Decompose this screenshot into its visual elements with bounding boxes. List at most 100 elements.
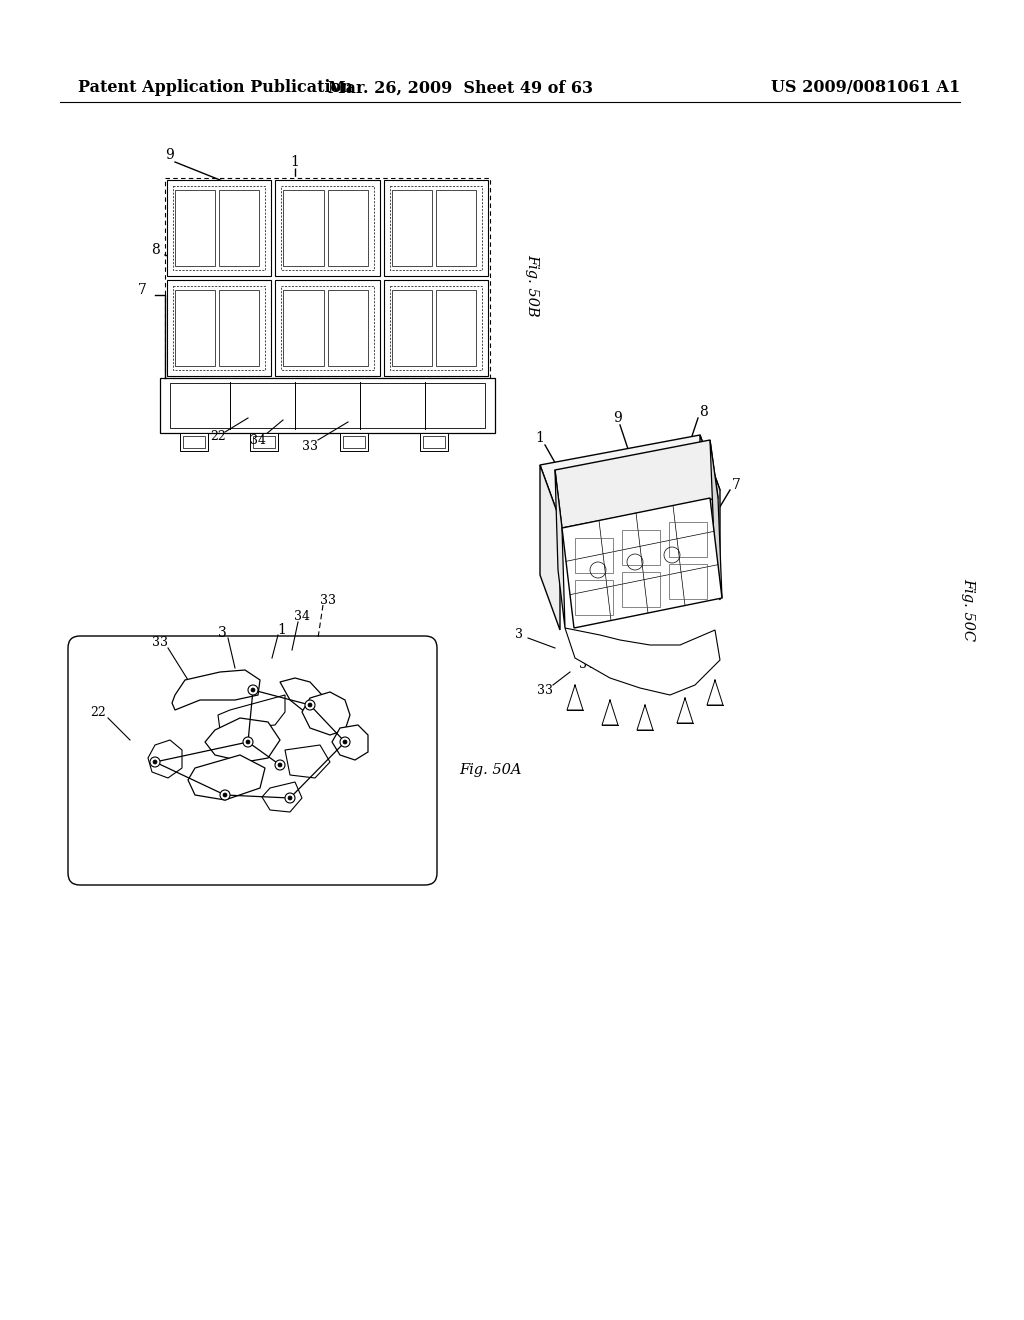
Bar [384, 280, 488, 376]
Text: 7: 7 [731, 478, 740, 492]
Bar [173, 286, 265, 370]
Text: 22: 22 [690, 572, 706, 585]
Circle shape [153, 760, 157, 764]
Text: 1: 1 [278, 623, 287, 638]
Bar [175, 190, 215, 267]
Bar [622, 531, 660, 565]
FancyBboxPatch shape [68, 636, 437, 884]
Text: 1: 1 [536, 432, 545, 445]
Text: 7: 7 [137, 282, 146, 297]
Text: Fig. 50B: Fig. 50B [525, 253, 539, 317]
Polygon shape [262, 781, 302, 812]
Circle shape [251, 688, 255, 692]
Polygon shape [285, 744, 330, 777]
Bar [328, 290, 368, 366]
Bar [284, 190, 324, 267]
Circle shape [150, 756, 160, 767]
Bar [183, 436, 205, 447]
Bar [165, 178, 490, 378]
Text: 33: 33 [319, 594, 336, 606]
Circle shape [285, 793, 295, 803]
Polygon shape [280, 678, 325, 718]
Circle shape [223, 793, 227, 797]
Bar [160, 378, 495, 433]
Bar [180, 433, 208, 451]
Polygon shape [540, 436, 720, 520]
Bar [436, 190, 476, 267]
Polygon shape [710, 440, 722, 598]
Bar [253, 436, 275, 447]
Text: 9: 9 [166, 148, 174, 162]
Text: 22: 22 [90, 705, 105, 718]
Bar [170, 383, 485, 428]
Bar [622, 572, 660, 607]
Bar [669, 521, 707, 557]
Bar [575, 579, 613, 615]
Bar [219, 290, 259, 366]
Polygon shape [540, 465, 560, 630]
Bar [175, 290, 215, 366]
Text: 34: 34 [294, 610, 310, 623]
Bar [275, 180, 380, 276]
Bar [436, 290, 476, 366]
Bar [173, 186, 265, 271]
Bar [423, 436, 445, 447]
Circle shape [340, 737, 350, 747]
Text: 33: 33 [152, 636, 168, 649]
Bar [282, 186, 374, 271]
Polygon shape [565, 628, 720, 696]
Text: Mar. 26, 2009  Sheet 49 of 63: Mar. 26, 2009 Sheet 49 of 63 [328, 79, 593, 96]
Bar [420, 433, 449, 451]
Bar [275, 280, 380, 376]
Text: Patent Application Publication: Patent Application Publication [78, 79, 352, 96]
Bar [219, 190, 259, 267]
Text: 8: 8 [698, 405, 708, 418]
Text: 22: 22 [210, 430, 226, 444]
Text: 34: 34 [579, 659, 595, 672]
Text: 1: 1 [291, 154, 299, 169]
Text: 3: 3 [218, 626, 226, 640]
Bar [391, 290, 432, 366]
Polygon shape [218, 696, 285, 730]
Circle shape [308, 704, 312, 708]
Bar [669, 564, 707, 599]
Circle shape [246, 741, 250, 744]
Bar [384, 180, 488, 276]
Text: 34: 34 [250, 433, 266, 446]
Text: 8: 8 [151, 243, 160, 257]
Circle shape [288, 796, 292, 800]
Polygon shape [205, 718, 280, 762]
Bar [575, 539, 613, 573]
Polygon shape [148, 741, 182, 777]
Bar [340, 433, 368, 451]
Circle shape [275, 760, 285, 770]
Text: Fig. 50C: Fig. 50C [961, 578, 975, 642]
Bar [391, 190, 432, 267]
Text: 3: 3 [515, 628, 523, 642]
Polygon shape [302, 692, 350, 735]
Circle shape [278, 763, 282, 767]
Circle shape [343, 741, 347, 744]
Polygon shape [172, 671, 260, 710]
Text: US 2009/0081061 A1: US 2009/0081061 A1 [771, 79, 961, 96]
Circle shape [243, 737, 253, 747]
Text: 33: 33 [537, 684, 553, 697]
Bar [284, 290, 324, 366]
Text: 33: 33 [302, 440, 318, 453]
Polygon shape [562, 498, 722, 628]
Polygon shape [700, 436, 720, 601]
Bar [250, 433, 278, 451]
Bar [167, 180, 271, 276]
Polygon shape [332, 725, 368, 760]
Bar [390, 286, 482, 370]
Bar [390, 186, 482, 271]
Polygon shape [555, 470, 565, 628]
Circle shape [220, 789, 230, 800]
Polygon shape [188, 755, 265, 800]
Circle shape [305, 700, 315, 710]
Bar [328, 190, 368, 267]
Text: 9: 9 [612, 411, 622, 425]
Bar [167, 280, 271, 376]
Circle shape [248, 685, 258, 696]
Bar [343, 436, 365, 447]
